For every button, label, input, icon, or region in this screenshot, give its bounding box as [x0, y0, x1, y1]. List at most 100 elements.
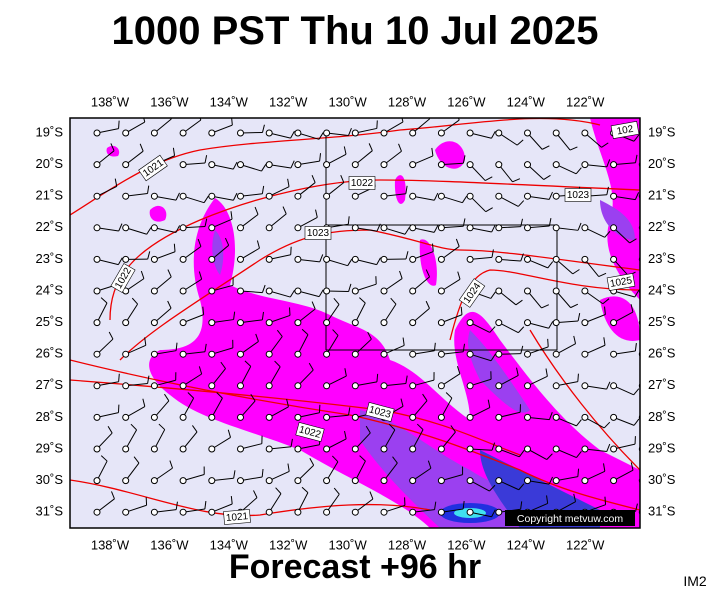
barb-station [123, 193, 129, 199]
barb-station [324, 414, 330, 420]
barb-station [238, 383, 244, 389]
barb-station [151, 351, 157, 357]
barb-station [324, 193, 330, 199]
barb-station [123, 225, 129, 231]
barb-station [410, 288, 416, 294]
barb-station [295, 351, 301, 357]
barb-station [94, 351, 100, 357]
barb-station [324, 478, 330, 484]
lon-label-top: 138˚W [91, 94, 130, 109]
barb-station [525, 225, 531, 231]
isobar-label: 1021 [223, 509, 250, 524]
barb-station [467, 193, 473, 199]
barb-station [553, 320, 559, 326]
barb-station [238, 320, 244, 326]
barb-station [94, 162, 100, 168]
barb-station [209, 478, 215, 484]
barb-station [438, 414, 444, 420]
barb-station [352, 320, 358, 326]
barb-station [496, 509, 502, 515]
barb-station [553, 225, 559, 231]
barb-station [123, 414, 129, 420]
barb-feather [661, 266, 667, 271]
barb-station [266, 162, 272, 168]
barb-station [553, 414, 559, 420]
barb-station [496, 130, 502, 136]
barb-station [611, 256, 617, 262]
barb-station [324, 509, 330, 515]
barb-station [324, 383, 330, 389]
barb-station [324, 256, 330, 262]
barb-station [295, 225, 301, 231]
lon-label-bottom: 138˚W [91, 537, 130, 552]
barb-station [525, 320, 531, 326]
barb-station [180, 320, 186, 326]
barb-station [238, 130, 244, 136]
barb-station [324, 446, 330, 452]
barb-station [94, 225, 100, 231]
barb-station [467, 162, 473, 168]
barb-station [611, 162, 617, 168]
isobar-label-text: 1021 [225, 511, 249, 524]
barb-station [295, 193, 301, 199]
barb-station [151, 193, 157, 199]
isobar-label-text: 1023 [567, 190, 590, 201]
barb-station [352, 193, 358, 199]
barb-station [151, 256, 157, 262]
barb-station [238, 414, 244, 420]
barb-station [209, 225, 215, 231]
barb-station [438, 509, 444, 515]
barb-station [410, 414, 416, 420]
barb-station [180, 256, 186, 262]
barb-station [151, 130, 157, 136]
barb-station [151, 414, 157, 420]
isobar-label: 1022 [349, 177, 375, 190]
barb-station [381, 478, 387, 484]
barb-station [582, 225, 588, 231]
barb-station [238, 256, 244, 262]
barb-station [151, 383, 157, 389]
lat-label-left: 23˚S [36, 251, 64, 266]
barb-station [123, 509, 129, 515]
barb-station [266, 383, 272, 389]
barb-feather [661, 431, 663, 439]
barb-station [180, 478, 186, 484]
barb-station [496, 383, 502, 389]
barb-station [410, 383, 416, 389]
barb-station [209, 162, 215, 168]
barb-station [295, 383, 301, 389]
isobar-label-text: 1023 [307, 228, 330, 239]
barb-station [295, 320, 301, 326]
barb-station [525, 446, 531, 452]
barb-station [438, 193, 444, 199]
barb-station [94, 446, 100, 452]
barb-station [123, 446, 129, 452]
barb-station [410, 256, 416, 262]
barb-station [611, 446, 617, 452]
barb-station [553, 446, 559, 452]
barb-station [180, 383, 186, 389]
barb-station [438, 478, 444, 484]
barb-station [180, 446, 186, 452]
barb-station [94, 288, 100, 294]
barb-station [467, 256, 473, 262]
barb-station [381, 509, 387, 515]
barb-station [266, 351, 272, 357]
barb-station [209, 509, 215, 515]
barb-station [94, 509, 100, 515]
barb-station [381, 383, 387, 389]
barb-station [295, 446, 301, 452]
barb-station [324, 162, 330, 168]
lat-label-left: 29˚S [36, 440, 64, 455]
barb-station [94, 383, 100, 389]
barb-station [438, 130, 444, 136]
barb-station [410, 320, 416, 326]
barb-station [438, 288, 444, 294]
barb-station [553, 256, 559, 262]
barb-station [180, 414, 186, 420]
lat-label-right: 22˚S [648, 219, 676, 234]
image-code: IM2 [683, 573, 707, 589]
barb-station [295, 256, 301, 262]
barb-station [266, 193, 272, 199]
